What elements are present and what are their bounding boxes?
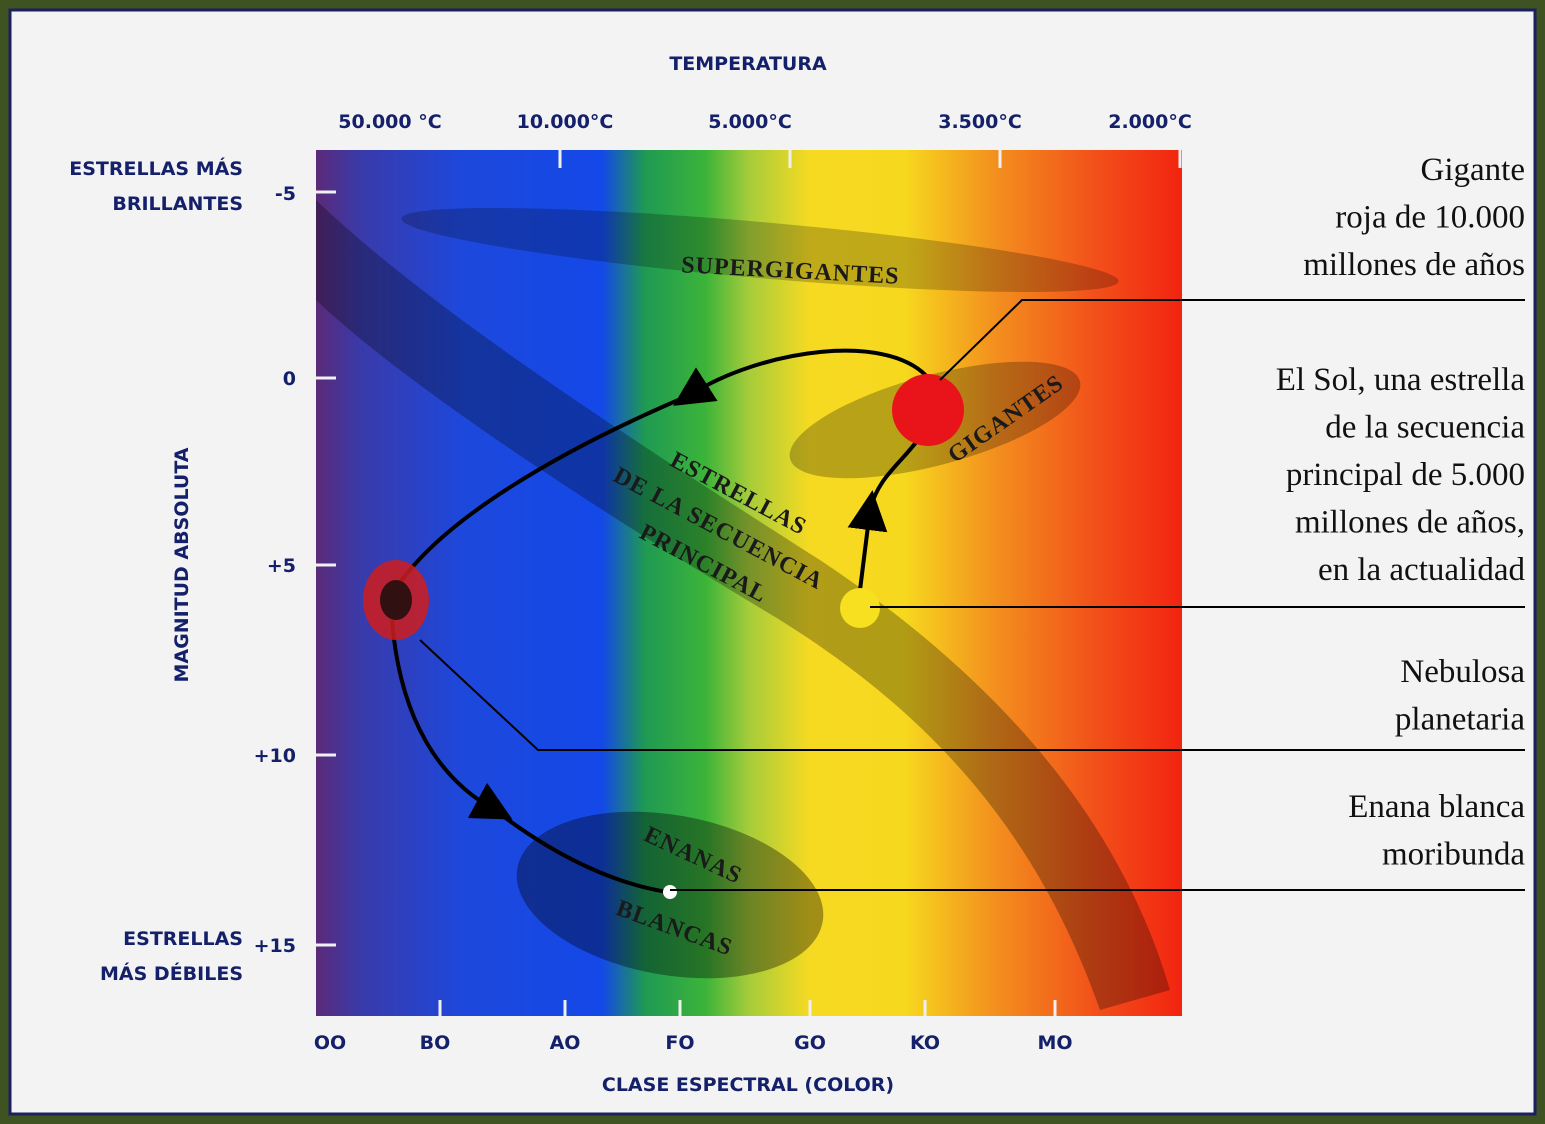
diagram: TEMPERATURA 50.000 °C 10.000°C 5.000°C 3… <box>0 0 1545 1124</box>
callout-text: millones de años <box>1303 247 1525 283</box>
top-axis-title: TEMPERATURA <box>669 53 827 75</box>
callout-text: roja de 10.000 <box>1335 200 1525 236</box>
top-axis-label: 2.000°C <box>1108 111 1192 133</box>
left-axis-label: +5 <box>267 555 296 577</box>
bottom-axis-label: MO <box>1037 1032 1072 1054</box>
bottom-axis-label: GO <box>794 1032 826 1054</box>
left-axis-label: +15 <box>254 935 296 957</box>
callout-text: de la secuencia <box>1325 410 1525 446</box>
bottom-axis-label: AO <box>550 1032 581 1054</box>
callout-text: planetaria <box>1395 702 1525 738</box>
bottom-axis-label: FO <box>665 1032 694 1054</box>
bottom-axis-title: CLASE ESPECTRAL (COLOR) <box>602 1074 894 1096</box>
left-note: BRILLANTES <box>112 193 243 215</box>
bottom-axis-label: OO <box>314 1032 346 1054</box>
left-axis-label: -5 <box>275 183 296 205</box>
callout-text: principal de 5.000 <box>1286 457 1525 493</box>
page: TEMPERATURA 50.000 °C 10.000°C 5.000°C 3… <box>0 0 1545 1124</box>
bottom-axis-label: KO <box>910 1032 940 1054</box>
callout-text: moribunda <box>1382 837 1525 873</box>
top-axis-label: 5.000°C <box>708 111 792 133</box>
callout-text: en la actualidad <box>1318 552 1526 588</box>
top-axis-label: 3.500°C <box>938 111 1022 133</box>
top-axis-label: 50.000 °C <box>338 111 441 133</box>
top-axis-label: 10.000°C <box>517 111 614 133</box>
callout-text: millones de años, <box>1295 505 1525 541</box>
callout-text: Enana blanca <box>1348 789 1525 825</box>
left-note: ESTRELLAS <box>123 928 243 950</box>
left-note: ESTRELLAS MÁS <box>69 157 243 180</box>
left-axis-title: MAGNITUD ABSOLUTA <box>171 447 193 682</box>
left-note: MÁS DÉBILES <box>100 962 243 985</box>
bottom-axis-label: BO <box>420 1032 451 1054</box>
callout-text: El Sol, una estrella <box>1276 362 1526 398</box>
left-axis-label: +10 <box>254 745 296 767</box>
callout-text: Nebulosa <box>1400 654 1525 690</box>
callout-text: Gigante <box>1421 152 1525 188</box>
left-axis-label: 0 <box>283 368 296 390</box>
